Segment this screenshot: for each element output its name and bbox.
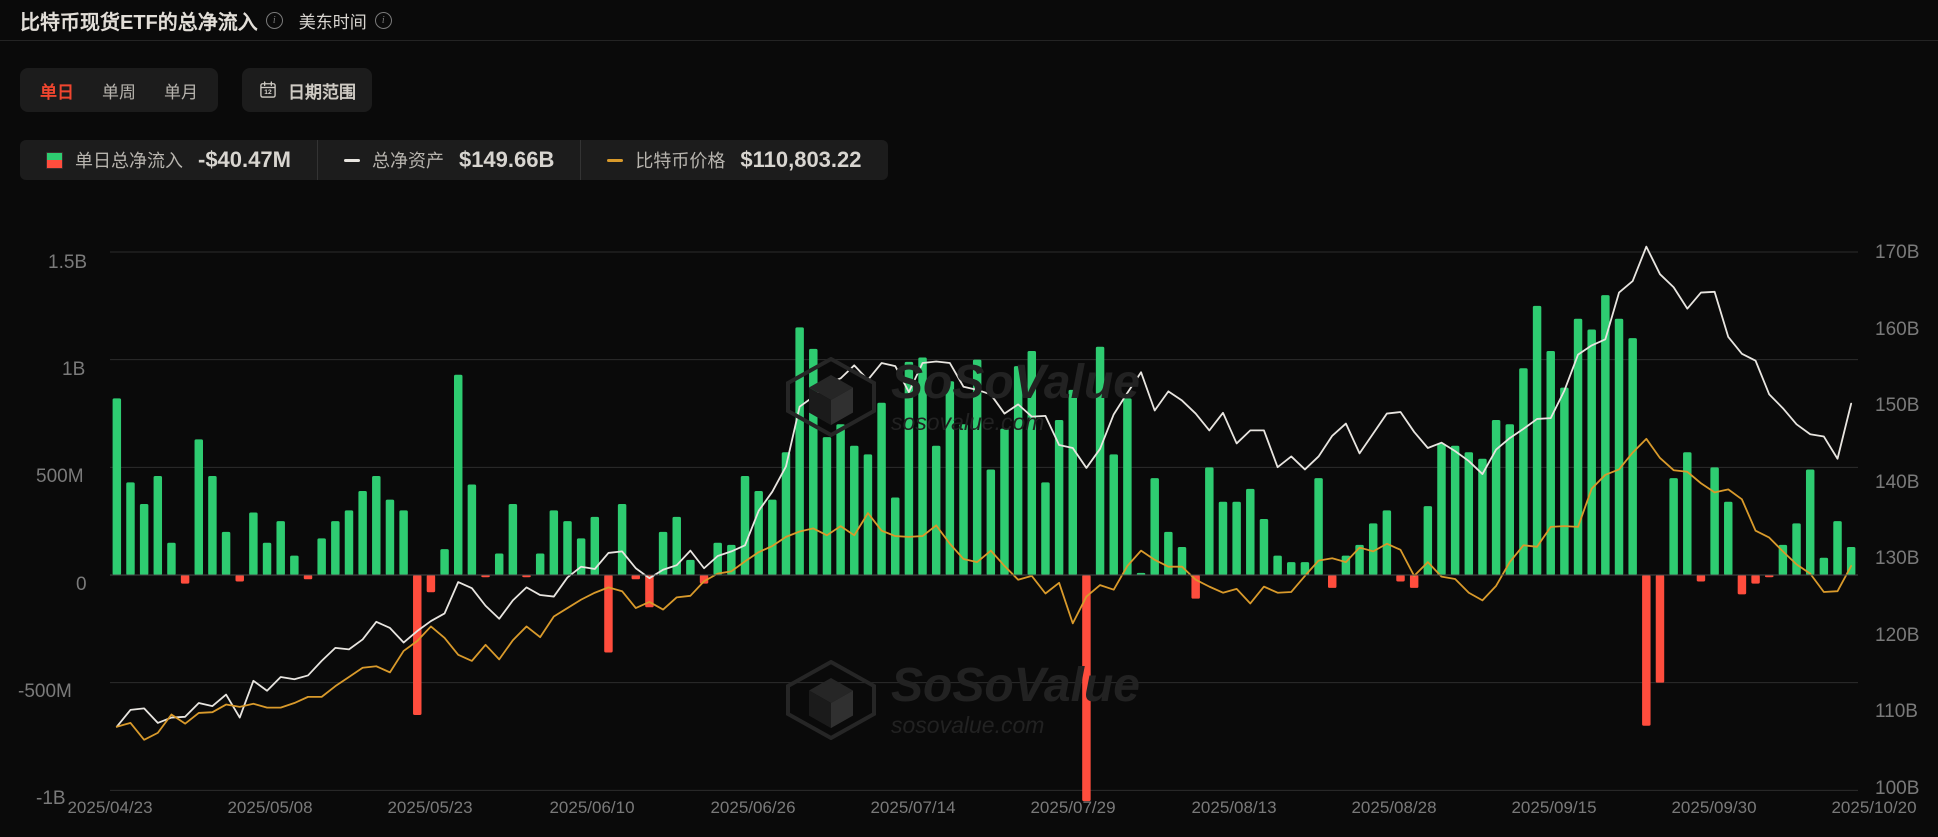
svg-text:12: 12: [264, 89, 272, 96]
